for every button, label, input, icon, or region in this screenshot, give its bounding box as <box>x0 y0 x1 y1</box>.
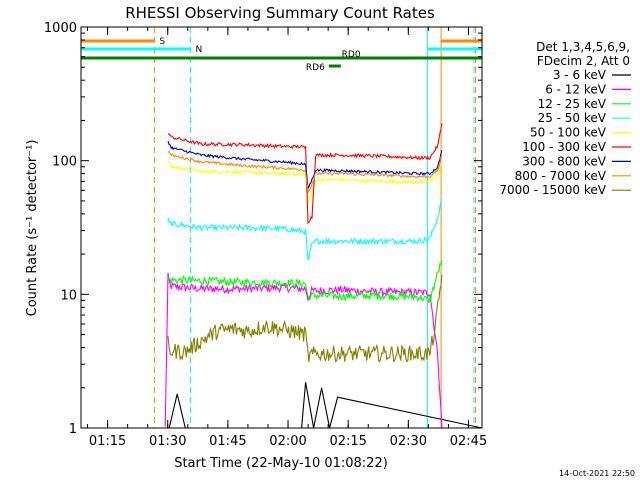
x-tick-label-3: 02:00 <box>269 434 306 449</box>
x-tick-label-1: 01:30 <box>149 434 186 449</box>
legend-entry-label-8: 7000 - 15000 keV <box>499 183 606 197</box>
timestamp: 14-Oct-2021 22:50 <box>559 469 635 478</box>
legend-header-line-2: FDecim 2, Att 0 <box>537 54 630 68</box>
legend-entry-label-4: 50 - 100 keV <box>530 126 607 140</box>
series-line-8 <box>167 274 443 363</box>
x-tick-label-4: 02:15 <box>329 434 366 449</box>
series-line-6 <box>167 141 443 190</box>
legend: Det 1,3,4,5,6,9, FDecim 2, Att 0 3 - 6 k… <box>499 40 631 197</box>
plot-area: SSNNRD0RD6 <box>81 27 483 429</box>
series-line-5 <box>167 123 443 225</box>
series-line-3 <box>167 198 443 261</box>
flag-label-rd6-5: RD6 <box>306 63 325 73</box>
legend-entry-label-0: 3 - 6 keV <box>553 68 607 82</box>
y-tick-label-3: 1000 <box>44 21 77 36</box>
y-axis-label: Count Rate (s⁻¹ detector⁻¹) <box>25 140 40 317</box>
flag-label-s-0: S <box>159 37 165 47</box>
series-line-7 <box>167 150 443 194</box>
series-line-4 <box>167 161 443 205</box>
flag-label-rd0-4: RD0 <box>342 50 361 60</box>
series-line-1 <box>164 272 443 429</box>
legend-entry-label-6: 300 - 800 keV <box>522 154 606 168</box>
y-tick-label-2: 100 <box>52 155 77 170</box>
flag-label-n-2: N <box>195 45 202 55</box>
x-tick-label-2: 01:45 <box>209 434 246 449</box>
legend-entry-label-7: 800 - 7000 keV <box>515 169 607 183</box>
x-tick-label-6: 02:45 <box>450 434 487 449</box>
legend-entry-label-3: 25 - 50 keV <box>538 111 607 125</box>
plot-frame <box>80 26 483 429</box>
series-line-0 <box>81 382 483 429</box>
y-tick-label-1: 10 <box>60 288 77 303</box>
legend-header-line-1: Det 1,3,4,5,6,9, <box>536 40 630 54</box>
y-tick-label-0: 1 <box>69 422 77 437</box>
legend-entry-label-1: 6 - 12 keV <box>545 82 607 96</box>
series-line-2 <box>167 260 443 304</box>
x-axis-label: Start Time (22-May-10 01:08:22) <box>174 456 388 471</box>
legend-entry-label-2: 12 - 25 keV <box>538 97 607 111</box>
chart-title: RHESSI Observing Summary Count Rates <box>125 4 435 22</box>
axes: 01:15 01:30 01:45 02:00 02:15 02:30 02:45 1 10 10… <box>44 21 487 449</box>
x-tick-label-0: 01:15 <box>89 434 126 449</box>
x-tick-label-5: 02:30 <box>390 434 427 449</box>
legend-entry-label-5: 100 - 300 keV <box>522 140 606 154</box>
